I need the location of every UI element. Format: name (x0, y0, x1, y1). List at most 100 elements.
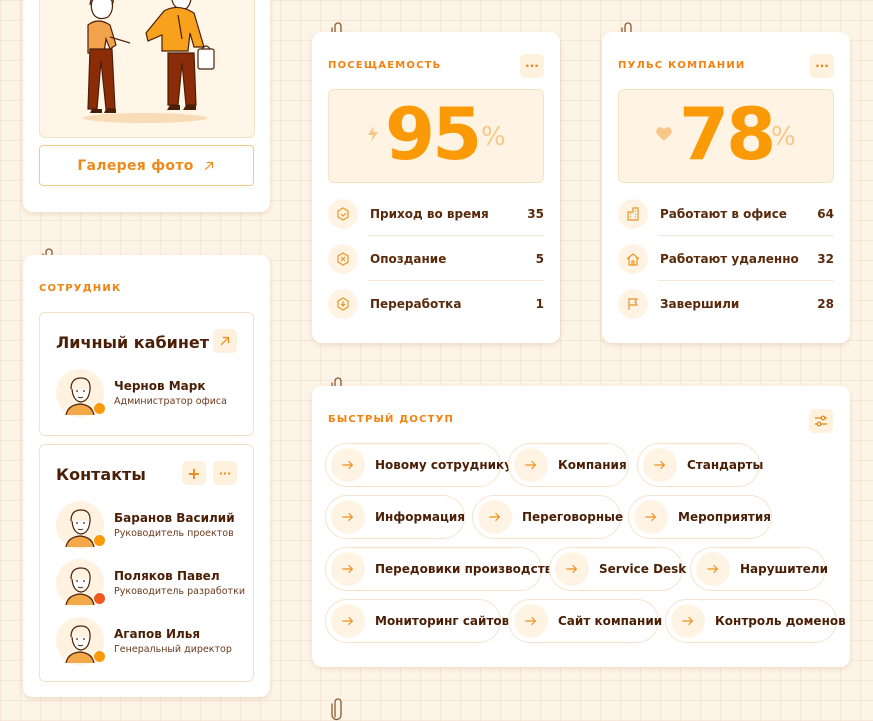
quick-link-label: Нарушители (740, 562, 828, 576)
quick-link[interactable]: Компания (508, 443, 629, 487)
gallery-button-label: Галерея фото (77, 157, 194, 174)
status-dot (93, 650, 106, 663)
pulse-row-label: Работают удаленно (660, 252, 799, 266)
person-name: Агапов Илья (114, 627, 201, 641)
clock-late-icon (328, 244, 358, 274)
quick-link-label: Передовики производства (375, 562, 561, 576)
quick-link-label: Service Desk (599, 562, 687, 576)
arrow-right-icon (331, 552, 365, 586)
arrow-right-icon (478, 500, 512, 534)
status-dot (93, 592, 106, 605)
attendance-row-label: Опоздание (370, 252, 447, 266)
paperclip-icon (331, 697, 345, 721)
attendance-row-value: 5 (535, 252, 544, 266)
contacts-box: Контакты + ··· Баранов Василий Руководит… (39, 444, 254, 682)
arrow-up-right-icon (202, 159, 216, 173)
attendance-value-box: 95 % (328, 89, 544, 183)
pulse-row: Завершили 28 (618, 282, 834, 326)
pulse-unit: % (771, 122, 796, 152)
pulse-row-value: 28 (817, 297, 834, 311)
attendance-title: Посещаемость (328, 60, 442, 71)
quick-link[interactable]: Service Desk (549, 547, 687, 591)
arrow-right-icon (331, 448, 365, 482)
quick-link-label: Мероприятия (678, 510, 771, 524)
arrow-up-right-icon (218, 334, 232, 348)
quick-access-card: Быстрый доступ Новому сотруднику Компани… (312, 386, 850, 667)
team-illustration (39, 0, 255, 138)
quick-link[interactable]: Информация (325, 495, 465, 539)
add-contact-button[interactable]: + (182, 461, 206, 485)
arrow-right-icon (696, 552, 730, 586)
pulse-title: Пульс компании (618, 60, 746, 71)
arrow-right-icon (555, 552, 589, 586)
avatar (56, 369, 106, 417)
attendance-card: Посещаемость ··· 95 % Приход во время 35… (312, 32, 560, 343)
person-role: Генеральный директор (114, 644, 232, 655)
employee-title: Сотрудник (39, 283, 122, 294)
arrow-right-icon (634, 500, 668, 534)
quick-link-label: Переговорные (522, 510, 624, 524)
avatar (56, 559, 106, 607)
quick-link-label: Информация (375, 510, 465, 524)
photo-card: Галерея фото (23, 0, 270, 212)
pulse-value: 78 (679, 92, 776, 176)
person-name: Чернов Марк (114, 379, 206, 393)
arrow-right-icon (643, 448, 677, 482)
quick-link[interactable]: Контроль доменов (665, 599, 846, 643)
pulse-row: Работают удаленно 32 (618, 237, 834, 281)
quick-link[interactable]: Нарушители (690, 547, 828, 591)
gallery-button[interactable]: Галерея фото (39, 145, 254, 186)
quick-link-label: Стандарты (687, 458, 764, 472)
filter-settings-button[interactable] (809, 409, 833, 433)
quick-link-label: Компания (558, 458, 627, 472)
avatar (56, 501, 106, 549)
sliders-icon (815, 415, 827, 427)
home-icon (618, 244, 648, 274)
pulse-menu-button[interactable]: ··· (810, 54, 834, 78)
attendance-value: 95 (385, 92, 482, 176)
quick-link[interactable]: Передовики производства (325, 547, 560, 591)
person-name: Баранов Василий (114, 511, 235, 525)
attendance-row-value: 35 (527, 207, 544, 221)
attendance-menu-button[interactable]: ··· (520, 54, 544, 78)
heart-icon (656, 127, 672, 141)
contacts-menu-button[interactable]: ··· (213, 461, 237, 485)
arrow-right-icon (331, 604, 365, 638)
cabinet-person[interactable]: Чернов Марк Администратор офиса (56, 369, 227, 417)
contact-item[interactable]: Агапов Илья Генеральный директор (56, 617, 232, 665)
attendance-row-label: Переработка (370, 297, 462, 311)
quick-access-title: Быстрый доступ (328, 414, 455, 425)
attendance-row: Приход во время 35 (328, 192, 544, 236)
quick-link-label: Сайт компании (558, 614, 663, 628)
arrow-right-icon (514, 604, 548, 638)
lightning-icon (368, 126, 378, 142)
attendance-row-value: 1 (535, 297, 544, 311)
cabinet-title: Личный кабинет (56, 333, 210, 352)
status-dot (93, 534, 106, 547)
quick-link[interactable]: Переговорные (472, 495, 624, 539)
quick-link[interactable]: Стандарты (637, 443, 764, 487)
quick-link-label: Новому сотруднику (375, 458, 513, 472)
quick-link[interactable]: Новому сотруднику (325, 443, 512, 487)
quick-link-label: Контроль доменов (715, 614, 846, 628)
arrow-right-icon (331, 500, 365, 534)
pulse-row-value: 32 (817, 252, 834, 266)
attendance-row: Опоздание 5 (328, 237, 544, 281)
pulse-card: Пульс компании ··· 78 % Работают в офисе… (602, 32, 850, 343)
cabinet-open-button[interactable] (213, 329, 237, 353)
pulse-row: Работают в офисе 64 (618, 192, 834, 236)
clock-check-icon (328, 199, 358, 229)
contact-item[interactable]: Баранов Василий Руководитель проектов (56, 501, 235, 549)
pulse-row-label: Работают в офисе (660, 207, 787, 221)
person-name: Поляков Павел (114, 569, 220, 583)
employee-card: Сотрудник Личный кабинет Чернов Марк Адм… (23, 255, 270, 697)
person-role: Администратор офиса (114, 396, 227, 407)
person-role: Руководитель проектов (114, 528, 234, 539)
quick-link[interactable]: Мониторинг сайтов (325, 599, 509, 643)
quick-link[interactable]: Сайт компании (508, 599, 663, 643)
pulse-value-box: 78 % (618, 89, 834, 183)
contact-item[interactable]: Поляков Павел Руководитель разработки (56, 559, 245, 607)
quick-link[interactable]: Мероприятия (628, 495, 772, 539)
avatar (56, 617, 106, 665)
arrow-right-icon (671, 604, 705, 638)
